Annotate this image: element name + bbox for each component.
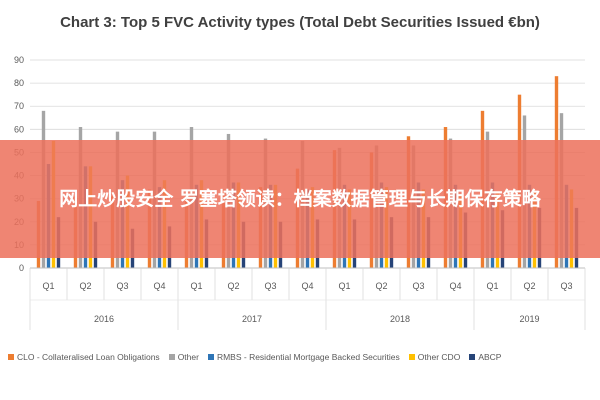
legend-swatch xyxy=(8,354,14,360)
legend-item: ABCP xyxy=(469,352,501,362)
legend-item: RMBS - Residential Mortgage Backed Secur… xyxy=(207,352,400,362)
x-tick-label: Q3 xyxy=(560,281,572,291)
x-tick-label: Q2 xyxy=(227,281,239,291)
x-tick-label: Q1 xyxy=(486,281,498,291)
year-label: 2017 xyxy=(242,314,262,324)
x-tick-label: Q3 xyxy=(412,281,424,291)
x-tick-label: Q4 xyxy=(449,281,461,291)
year-label: 2016 xyxy=(94,314,114,324)
legend-label: ABCP xyxy=(478,352,502,362)
y-tick-label: 80 xyxy=(14,78,24,88)
x-tick-label: Q3 xyxy=(264,281,276,291)
chart-title: Chart 3: Top 5 FVC Activity types (Total… xyxy=(60,14,540,31)
y-tick-label: 0 xyxy=(19,263,24,273)
x-tick-label: Q2 xyxy=(523,281,535,291)
x-tick-label: Q2 xyxy=(79,281,91,291)
year-label: 2019 xyxy=(519,314,539,324)
legend-swatch xyxy=(168,354,175,360)
x-tick-label: Q2 xyxy=(375,281,387,291)
legend-label: RMBS - Residential Mortgage Backed Secur… xyxy=(216,352,400,362)
y-tick-label: 70 xyxy=(14,101,24,111)
chart-legend: CLO - Collateralised Loan Obligations Oth… xyxy=(8,352,598,362)
legend-swatch xyxy=(408,354,415,360)
legend-item: CLO - Collateralised Loan Obligations xyxy=(8,352,160,362)
legend-label: Other CDO xyxy=(417,352,461,362)
legend-item: Other xyxy=(168,352,199,362)
year-label: 2018 xyxy=(390,314,410,324)
legend-label: CLO - Collateralised Loan Obligations xyxy=(17,352,160,362)
legend-label: Other xyxy=(177,352,199,362)
legend-item: Other CDO xyxy=(408,352,461,362)
y-tick-label: 60 xyxy=(14,124,24,134)
legend-swatch xyxy=(207,354,214,360)
x-tick-label: Q3 xyxy=(116,281,128,291)
overlay-banner: 网上炒股安全 罗塞塔领读：档案数据管理与长期保存策略 xyxy=(0,140,600,258)
x-tick-label: Q1 xyxy=(42,281,54,291)
x-tick-label: Q1 xyxy=(338,281,350,291)
y-tick-label: 90 xyxy=(14,55,24,65)
x-tick-label: Q1 xyxy=(190,281,202,291)
legend-swatch xyxy=(469,354,476,360)
x-tick-label: Q4 xyxy=(301,281,313,291)
x-tick-label: Q4 xyxy=(153,281,165,291)
